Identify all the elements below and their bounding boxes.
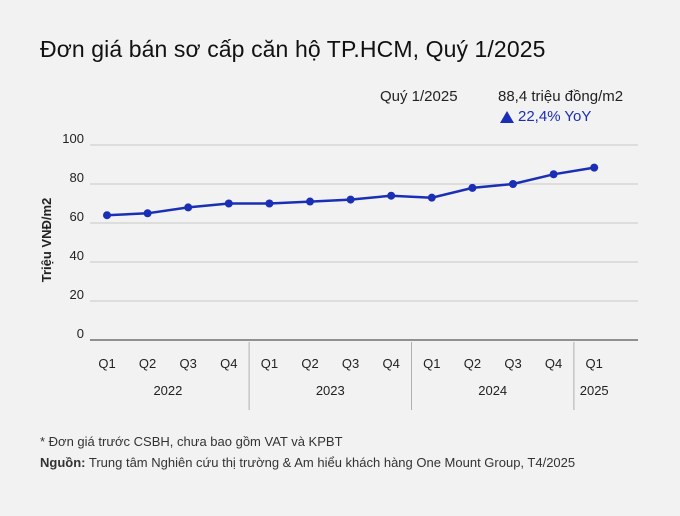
y-tick-label: 0: [77, 326, 84, 341]
x-tick-label: Q1: [586, 356, 603, 371]
data-point: [387, 191, 396, 200]
data-point: [265, 199, 274, 208]
x-tick-label: Q3: [180, 356, 197, 371]
chart-title: Đơn giá bán sơ cấp căn hộ TP.HCM, Quý 1/…: [40, 36, 546, 62]
x-tick-label: Q3: [342, 356, 359, 371]
x-tick-label: Q4: [545, 356, 562, 371]
data-point: [346, 195, 355, 204]
series-line: [106, 166, 595, 217]
kpi-change-text: 22,4% YoY: [518, 108, 592, 125]
x-tick-label: Q2: [139, 356, 156, 371]
x-tick-label: Q4: [383, 356, 400, 371]
kpi-change: 22,4% YoY: [500, 108, 591, 125]
x-tick-labels: Q1 Q2 Q3 Q4 Q1 Q2 Q3 Q4 Q1 Q2 Q3 Q4 Q1: [98, 356, 603, 371]
y-tick-label: 60: [70, 209, 84, 224]
line-chart: 0 20 40 60 80 100 Triệu VNĐ/m2 Q1 Q2 Q3 Q4 Q1 Q2 Q3…: [39, 131, 638, 410]
x-group-label: 2022: [153, 383, 182, 398]
source-text: Trung tâm Nghiên cứu thị trường & Am hiể…: [85, 455, 576, 470]
footnote-note: * Đơn giá trước CSBH, chưa bao gồm VAT v…: [40, 434, 343, 449]
footnote-source: Nguồn: Trung tâm Nghiên cứu thị trường &…: [40, 455, 575, 470]
x-group-label: 2024: [478, 383, 507, 398]
triangle-up-icon: [500, 110, 514, 123]
y-tick-label: 40: [70, 248, 84, 263]
data-point: [590, 163, 599, 172]
kpi-period: Quý 1/2025: [380, 88, 458, 105]
x-tick-label: Q1: [423, 356, 440, 371]
x-tick-label: Q1: [261, 356, 278, 371]
y-tick-label: 80: [70, 170, 84, 185]
data-point: [184, 203, 193, 212]
x-tick-label: Q2: [464, 356, 481, 371]
group-separators: [248, 342, 575, 410]
data-point: [549, 170, 558, 179]
x-tick-label: Q4: [220, 356, 237, 371]
y-axis-label: Triệu VNĐ/m2: [39, 198, 54, 283]
data-point: [509, 180, 517, 188]
data-point: [103, 211, 111, 220]
grid-lines: [90, 144, 638, 341]
x-group-label: 2023: [316, 383, 345, 398]
series-points: [103, 163, 599, 220]
data-point: [306, 197, 314, 206]
data-point: [143, 209, 152, 218]
source-label: Nguồn:: [40, 455, 86, 470]
x-group-labels: 2022 2023 2024 2025: [153, 383, 608, 398]
x-group-label: 2025: [580, 383, 609, 398]
data-point: [427, 193, 436, 202]
y-tick-labels: 0 20 40 60 80 100: [62, 131, 84, 341]
x-tick-label: Q2: [301, 356, 318, 371]
y-tick-label: 100: [62, 131, 84, 146]
data-point: [468, 183, 477, 192]
data-point: [224, 199, 233, 208]
kpi-value: 88,4 triệu đồng/m2: [498, 88, 624, 105]
y-tick-label: 20: [70, 287, 84, 302]
x-tick-label: Q1: [98, 356, 115, 371]
x-tick-label: Q3: [504, 356, 521, 371]
